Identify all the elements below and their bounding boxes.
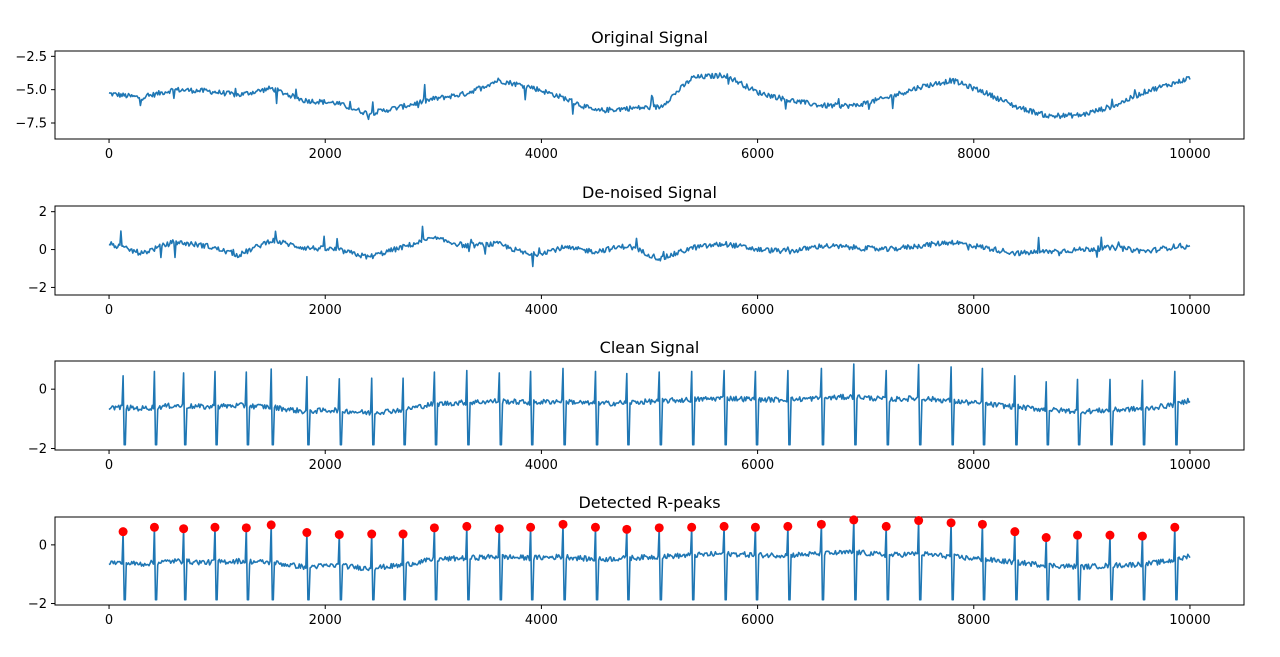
r-peak-marker	[1073, 530, 1083, 540]
x-tick-label: 10000	[1169, 458, 1210, 473]
signal-line	[108, 363, 1191, 446]
r-peak-marker	[118, 527, 128, 537]
x-tick-label: 4000	[525, 303, 558, 318]
x-tick-label: 8000	[957, 613, 990, 628]
subplot-denoised-signal: De-noised Signal 0 2000 4000 6000 8000 10000 2…	[28, 183, 1245, 318]
r-peak-marker	[179, 524, 189, 534]
r-peak-marker	[946, 518, 956, 528]
r-peak-marker	[1105, 530, 1115, 540]
x-tick-label: 0	[105, 458, 113, 473]
x-tick-label: 2000	[309, 303, 342, 318]
r-peak-marker	[590, 522, 600, 532]
axes-frame	[54, 360, 1245, 451]
x-tick-label: 4000	[525, 458, 558, 473]
plot-area: 0 2000 4000 6000 8000 10000 0 −2	[28, 515, 1245, 628]
x-tick-label: 4000	[525, 147, 558, 162]
r-peak-marker	[1137, 531, 1147, 541]
x-tick-label: 6000	[741, 613, 774, 628]
signal-line	[108, 72, 1191, 121]
r-peak-marker	[654, 523, 664, 533]
y-tick-label: 0	[39, 538, 47, 553]
subplot-original-signal: Original Signal 0 2000 4000 6000 8000 10000 −2…	[15, 28, 1245, 162]
plot-area: 0 2000 4000 6000 8000 10000 −2.5 −5.0 −7.5	[15, 50, 1245, 162]
subplot-clean-signal: Clean Signal 0 2000 4000 6000 8000 10000 0 −2	[28, 338, 1245, 473]
x-tick-label: 8000	[957, 303, 990, 318]
r-peak-marker	[462, 521, 472, 531]
r-peak-marker	[750, 522, 760, 532]
plot-area: 0 2000 4000 6000 8000 10000 0 −2	[28, 360, 1245, 473]
signal-line	[108, 225, 1191, 268]
r-peak-marker	[687, 522, 697, 532]
r-peak-marker	[367, 529, 377, 539]
x-tick-label: 6000	[741, 147, 774, 162]
r-peak-marker	[210, 522, 220, 532]
x-tick-label: 0	[105, 303, 113, 318]
x-tick-label: 10000	[1169, 303, 1210, 318]
x-tick-label: 2000	[309, 613, 342, 628]
r-peak-marker	[149, 522, 159, 532]
chart-title: De-noised Signal	[582, 183, 717, 202]
x-tick-label: 6000	[741, 303, 774, 318]
r-peak-marker	[266, 520, 276, 530]
r-peak-marker	[622, 524, 632, 534]
x-tick-label: 4000	[525, 613, 558, 628]
r-peak-marker	[977, 519, 987, 529]
y-tick-label: −2	[28, 442, 47, 457]
chart-title: Detected R-peaks	[578, 493, 720, 512]
plot-area: 0 2000 4000 6000 8000 10000 2 0 −2	[28, 205, 1245, 318]
r-peak-marker	[494, 524, 504, 534]
axes-frame	[54, 50, 1245, 140]
r-peak-marker	[783, 521, 793, 531]
x-tick-label: 8000	[957, 147, 990, 162]
y-tick-label: 0	[39, 243, 47, 258]
r-peak-marker	[1010, 527, 1020, 537]
x-tick-label: 0	[105, 613, 113, 628]
x-tick-label: 2000	[309, 458, 342, 473]
x-tick-label: 10000	[1169, 613, 1210, 628]
x-tick-label: 0	[105, 147, 113, 162]
r-peak-marker	[334, 530, 344, 540]
axes-frame	[54, 205, 1245, 296]
chart-title: Original Signal	[591, 28, 708, 47]
r-peak-marker	[719, 521, 729, 531]
r-peak-marker	[241, 523, 251, 533]
r-peak-marker	[526, 522, 536, 532]
r-peak-marker	[849, 515, 859, 525]
subplot-detected-r-peaks: Detected R-peaks 0 2000 4000 6000 8000 100000…	[28, 493, 1245, 628]
r-peak-marker	[1170, 522, 1180, 532]
r-peak-marker	[881, 521, 891, 531]
signal-line	[108, 519, 1191, 601]
y-tick-label: −2	[28, 281, 47, 296]
y-tick-label: −2.5	[15, 50, 47, 65]
r-peak-marker	[816, 519, 826, 529]
x-tick-label: 10000	[1169, 147, 1210, 162]
y-tick-label: 2	[39, 205, 47, 220]
y-tick-label: −7.5	[15, 117, 47, 132]
y-tick-label: −2	[28, 597, 47, 612]
r-peak-marker	[914, 516, 924, 526]
r-peak-marker	[1041, 533, 1051, 543]
x-tick-label: 8000	[957, 458, 990, 473]
x-tick-label: 2000	[309, 147, 342, 162]
chart-title: Clean Signal	[600, 338, 700, 357]
r-peak-marker	[302, 528, 312, 538]
x-tick-label: 6000	[741, 458, 774, 473]
r-peak-marker	[429, 523, 439, 533]
y-tick-label: 0	[39, 383, 47, 398]
r-peak-marker	[558, 519, 568, 529]
r-peak-marker	[398, 529, 408, 539]
y-tick-label: −5.0	[15, 83, 47, 98]
axes-frame	[54, 516, 1245, 606]
